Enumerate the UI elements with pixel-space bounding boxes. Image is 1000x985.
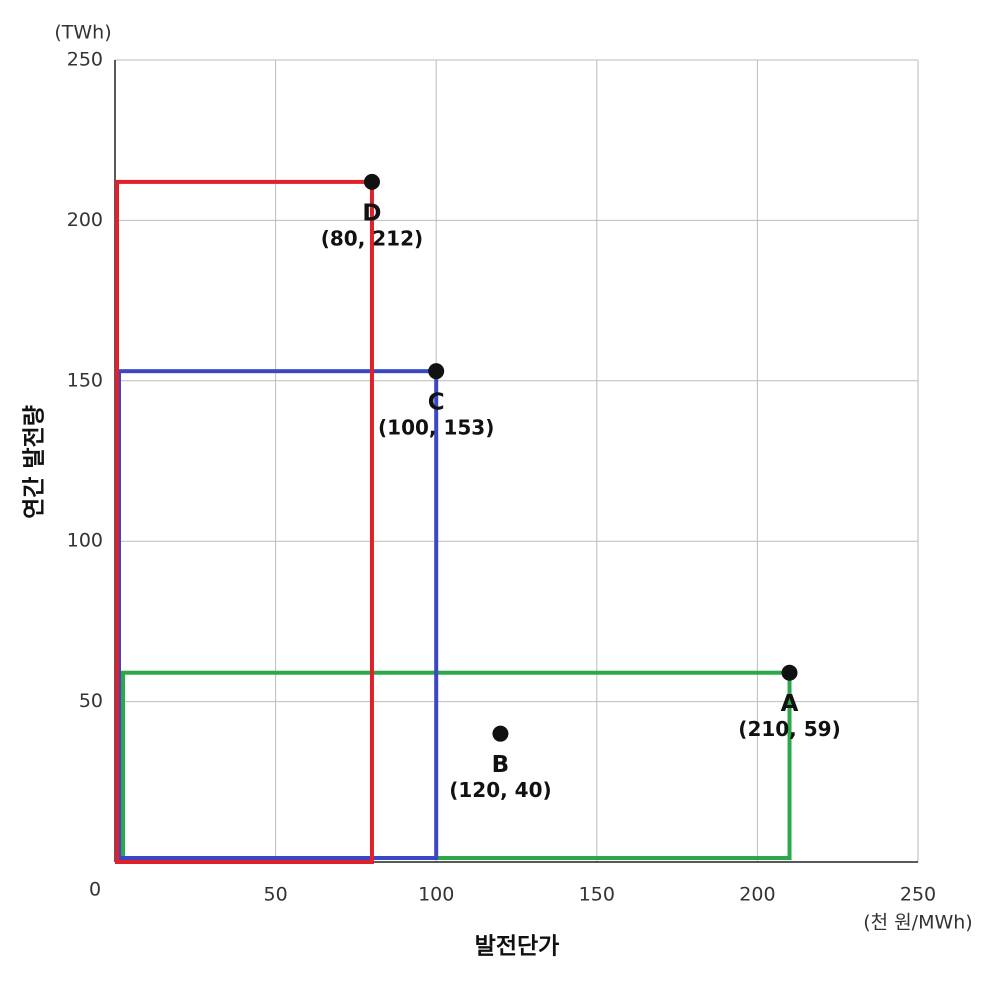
y-tick-label: 50 [79,690,103,712]
range-box [115,179,374,865]
y-tick-label: 200 [67,209,103,231]
point-name: A [781,691,799,717]
point-name: C [428,390,445,416]
point-name: D [362,200,381,226]
x-tick-label: 50 [264,884,288,906]
point-label: (210, 59) [738,717,840,741]
x-tick-label: 100 [418,884,454,906]
x-tick-label: 150 [579,884,615,906]
y-unit: (TWh) [54,22,111,44]
point-label: (80, 212) [321,226,423,250]
point-label: (100, 153) [378,416,494,440]
point [363,173,380,190]
point [492,725,509,742]
y-axis-title: 연간 발전량 [22,405,48,519]
point-name: B [492,752,510,778]
x-tick-label: 200 [739,884,775,906]
x-axis-title: 발전단가 [475,934,560,960]
point [428,363,445,380]
x-unit: (천 원/MWh) [863,912,972,934]
y-tick-label: 250 [67,49,103,71]
point-label: (120, 40) [449,778,551,802]
x-tick-label: 250 [900,884,936,906]
x-tick-label: 0 [89,879,101,901]
range-box [121,670,792,861]
range-box [117,369,439,860]
y-tick-label: 100 [67,530,103,552]
y-tick-label: 150 [67,369,103,391]
point [781,664,798,681]
